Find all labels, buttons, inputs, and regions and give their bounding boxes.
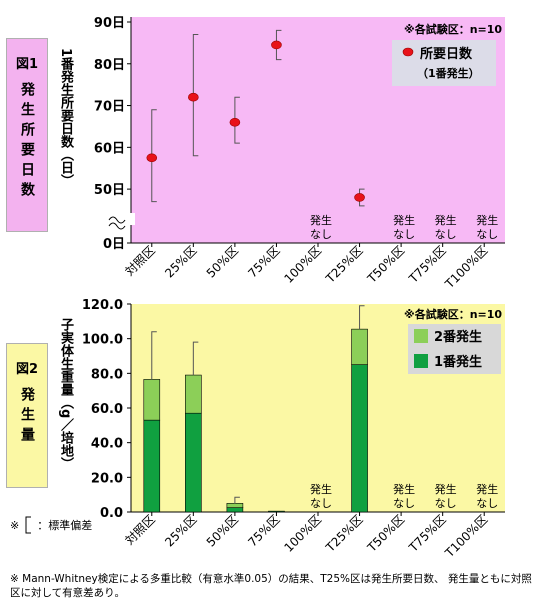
no-occurrence-note: 発生 [310, 482, 332, 496]
no-occurrence-note: 発生 [310, 213, 332, 227]
data-point [354, 193, 365, 202]
no-occurrence-note: 発生 [393, 213, 415, 227]
figure2-chart: 0.0 20.0 40.0 60.0 80.0 100.0 120.0 対照区 25%区 50%区… [82, 298, 505, 561]
data-point [271, 40, 282, 50]
legend-label-series2: 2番発生 [434, 329, 482, 345]
legend-swatch-series1 [414, 354, 428, 368]
y-tick-label: 80日 [94, 58, 125, 73]
error-bar [151, 331, 157, 380]
y-tick-label: 100.0 [82, 333, 123, 348]
y-tick-label: 40.0 [91, 437, 123, 452]
figure1-title-vertical: 発生所要日数 [19, 82, 35, 202]
axis-break-gap [105, 213, 135, 225]
data-point [146, 153, 158, 163]
no-occurrence-note: なし [435, 497, 457, 510]
bar-series2 [143, 379, 161, 421]
no-occurrence-note: なし [476, 228, 498, 241]
y-tick-label: 0日 [103, 237, 125, 252]
x-tick-label: 100%区 [281, 512, 324, 555]
x-tick-label: 100%区 [281, 243, 324, 286]
y-tick-label: 90日 [94, 16, 125, 31]
x-tick-label: T75%区 [406, 512, 449, 555]
x-tick-label: 対照区 [123, 512, 158, 547]
figure2-y-axis-title: 子実体生重量（g／培地） [58, 318, 73, 471]
figure2-number: 図2 [15, 362, 39, 377]
x-tick-label: T75%区 [406, 243, 449, 286]
x-tick-label: 対照区 [123, 243, 158, 278]
y-tick-label: 20.0 [91, 471, 123, 486]
no-occurrence-note: 発生 [435, 482, 457, 496]
figure2-title-vertical: 発生量 [19, 387, 35, 447]
sd-legend: ※ ：標準偏差 [10, 515, 92, 535]
error-bar [192, 341, 199, 376]
y-tick-label: 50日 [94, 183, 125, 198]
figure2-label-box: 図2 発生量 [6, 343, 48, 488]
no-occurrence-note: 発生 [435, 213, 457, 227]
x-tick-label: T100%区 [442, 243, 491, 292]
legend-label-series1: 1番発生 [434, 354, 482, 370]
x-tick-label: 50%区 [204, 243, 241, 280]
legend-marker [402, 47, 414, 57]
data-point [229, 117, 241, 127]
error-bar [359, 305, 365, 330]
legend-swatch-series2 [414, 329, 428, 343]
legend-title: 所要日数 [420, 46, 473, 62]
bar-series2 [185, 374, 202, 414]
bar-series1 [351, 364, 368, 513]
sample-size-note: ※各試験区：n=10 [404, 307, 502, 321]
no-occurrence-note: なし [393, 497, 415, 510]
bar-series2 [351, 328, 368, 365]
x-tick-label: T50%区 [364, 243, 407, 286]
data-point [188, 92, 199, 102]
y-tick-label: 0.0 [100, 506, 123, 521]
no-occurrence-note: なし [435, 228, 457, 241]
no-occurrence-note: なし [393, 228, 415, 241]
figure1-label-box: 図1 発生所要日数 [6, 38, 48, 232]
figure1-number: 図1 [15, 57, 39, 72]
footnote: ※ Mann-Whitney検定による多重比較（有意水準0.05）の結果、T25… [10, 573, 532, 599]
legend-box [392, 40, 496, 86]
x-tick-label: T25%区 [323, 243, 366, 286]
figure1-y-axis-title: 1番発生所要日数（日） [58, 48, 73, 188]
y-tick-label: 70日 [94, 100, 125, 115]
x-tick-label: T25%区 [323, 512, 366, 555]
no-occurrence-note: なし [310, 497, 332, 510]
no-occurrence-note: 発生 [393, 482, 415, 496]
bar-series1 [185, 412, 202, 513]
x-tick-label: T100%区 [442, 512, 491, 561]
y-tick-label: 60.0 [91, 402, 123, 417]
legend-subtitle: （1番発生） [417, 66, 480, 80]
x-tick-label: 75%区 [245, 512, 282, 549]
bar-series1 [268, 510, 285, 513]
sd-legend-mark: ※ [10, 518, 20, 532]
error-bar [234, 496, 240, 504]
x-tick-label: 75%区 [245, 243, 282, 280]
sd-bracket-icon [25, 516, 32, 534]
x-tick-label: T50%区 [364, 512, 407, 555]
x-tick-label: 25%区 [162, 512, 199, 549]
bar-series1 [143, 419, 161, 513]
no-occurrence-note: 発生 [476, 213, 498, 227]
x-tick-label: 25%区 [162, 243, 199, 280]
y-tick-label: 60日 [94, 141, 125, 156]
sd-legend-label: ：標準偏差 [37, 519, 93, 532]
sample-size-note: ※各試験区：n=10 [404, 22, 502, 36]
axis-break-mark [108, 216, 126, 224]
axis-break-mark [108, 222, 126, 230]
no-occurrence-note: なし [476, 497, 498, 510]
bar-series1 [226, 507, 244, 513]
no-occurrence-note: なし [310, 228, 332, 241]
y-tick-label: 80.0 [91, 367, 123, 382]
no-occurrence-note: 発生 [476, 482, 498, 496]
y-tick-label: 120.0 [82, 298, 123, 313]
bar-series2 [226, 503, 244, 508]
x-tick-label: 50%区 [204, 512, 241, 549]
